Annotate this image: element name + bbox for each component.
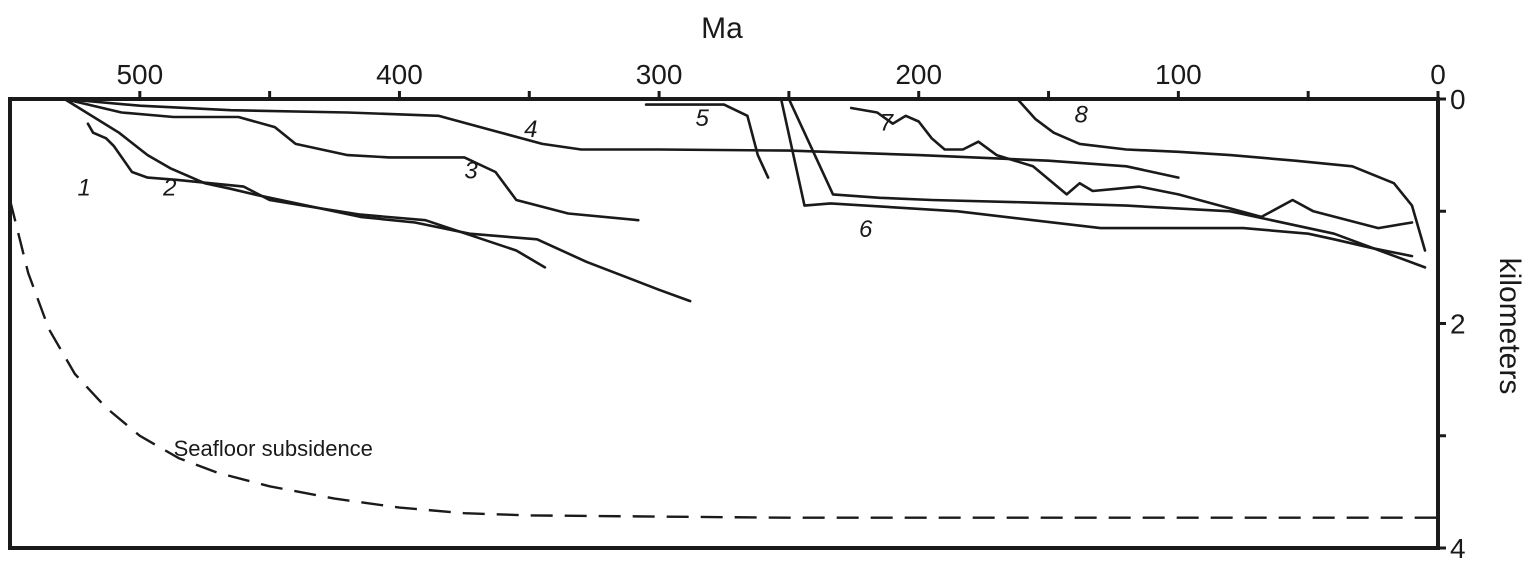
seafloor-subsidence-curve-group [8, 199, 1438, 519]
y-tick-label: 2 [1450, 309, 1466, 340]
plot-frame [8, 97, 1440, 550]
x-tick-label: 300 [636, 59, 683, 90]
series-label-7: 7 [880, 109, 895, 136]
series-line-1 [63, 97, 692, 303]
series-label-6: 6 [859, 216, 873, 243]
series-label-3: 3 [464, 158, 478, 185]
annotation-label: Seafloor subsidence [174, 436, 373, 461]
x-tick-label: 100 [1155, 59, 1202, 90]
series-label-4: 4 [524, 116, 537, 143]
y-tick-label: 0 [1450, 84, 1466, 115]
y-axis-title: kilometers [1493, 258, 1524, 395]
series-line-9 [787, 97, 1427, 269]
x-axis-ticks: 500 400 300 200 100 0 [116, 59, 1446, 99]
annotations: Seafloor subsidence [174, 436, 373, 461]
series-line-7 [849, 106, 1414, 230]
series-label-8: 8 [1075, 102, 1089, 129]
y-tick-label: 4 [1450, 533, 1466, 563]
series-labels: 1 2 3 4 5 6 7 8 [78, 102, 1089, 243]
series-line-5 [644, 103, 770, 179]
x-tick-label: 200 [895, 59, 942, 90]
y-axis-ticks: 0 2 4 [1438, 84, 1466, 563]
series-line-3 [63, 97, 640, 222]
series-line-2 [86, 122, 547, 269]
x-axis-title: Ma [701, 12, 743, 45]
series-group [63, 97, 1427, 303]
series-label-5: 5 [695, 105, 709, 132]
series-label-1: 1 [78, 175, 91, 202]
series-line-6 [779, 97, 1414, 258]
x-tick-label: 500 [116, 59, 163, 90]
series-label-2: 2 [162, 175, 176, 202]
series-line-4 [63, 97, 1180, 179]
series-line-8 [1016, 97, 1427, 252]
x-tick-label: 0 [1430, 59, 1446, 90]
x-tick-label: 400 [376, 59, 423, 90]
seafloor-subsidence-curve [8, 199, 1438, 519]
